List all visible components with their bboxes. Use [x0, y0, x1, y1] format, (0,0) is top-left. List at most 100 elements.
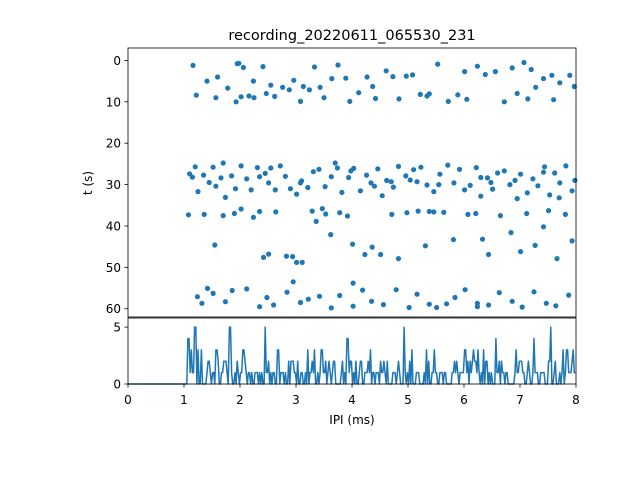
- scatter-point: [244, 176, 250, 182]
- scatter-point: [257, 304, 263, 310]
- scatter-point: [553, 303, 559, 309]
- scatter-point: [431, 189, 437, 195]
- scatter-point: [264, 294, 270, 301]
- scatter-point: [231, 210, 237, 217]
- scatter-point: [424, 182, 430, 188]
- scatter-point: [403, 173, 409, 179]
- scatter-point: [257, 174, 263, 180]
- scatter-point: [290, 254, 296, 260]
- scatter-point: [357, 188, 363, 194]
- scatter-point: [210, 290, 216, 296]
- scatter-point: [316, 166, 322, 172]
- scatter-point: [309, 208, 315, 214]
- scatter-point: [300, 83, 306, 90]
- scatter-point: [450, 237, 456, 243]
- scatter-point: [528, 66, 534, 73]
- scatter-point: [199, 300, 205, 306]
- scatter-point: [530, 176, 536, 182]
- line-x-ticks: 0 1 2 3 4 5 6 7 8: [124, 384, 580, 407]
- scatter-point: [501, 168, 507, 174]
- line-x-label: IPI (ms): [329, 413, 374, 427]
- scatter-point: [193, 92, 199, 98]
- scatter-point: [556, 195, 562, 201]
- scatter-y-tick-label: 60: [106, 302, 121, 316]
- scatter-point: [204, 78, 210, 84]
- scatter-y-label: t (s): [81, 171, 95, 195]
- scatter-point: [535, 183, 541, 189]
- scatter-frame: [127, 47, 577, 318]
- scatter-point: [360, 287, 366, 293]
- scatter-point: [524, 190, 530, 196]
- scatter-point: [213, 95, 219, 101]
- scatter-point: [294, 191, 300, 197]
- scatter-point: [334, 165, 340, 171]
- scatter-point: [393, 287, 399, 293]
- scatter-point: [395, 256, 402, 262]
- scatter-point: [484, 175, 491, 181]
- scatter-point: [566, 292, 572, 298]
- scatter-point: [496, 290, 502, 296]
- scatter-point: [436, 182, 442, 188]
- scatter-point: [473, 210, 479, 217]
- scatter-point: [524, 210, 530, 217]
- scatter-point: [384, 177, 390, 183]
- scatter-point: [572, 177, 578, 183]
- scatter-y-tick-label: 40: [106, 219, 121, 233]
- scatter-point: [204, 285, 211, 291]
- scatter-point: [518, 171, 524, 177]
- scatter-point: [478, 174, 484, 181]
- scatter-point: [343, 75, 349, 81]
- scatter-y-tick-label: 20: [106, 137, 121, 151]
- scatter-point: [305, 184, 311, 191]
- scatter-point: [201, 172, 207, 178]
- scatter-point: [262, 170, 268, 176]
- scatter-point: [328, 174, 334, 180]
- line-x-tick-label: 7: [516, 393, 524, 407]
- scatter-point: [344, 213, 351, 219]
- scatter-point: [257, 208, 263, 215]
- scatter-point: [378, 251, 384, 258]
- scatter-point: [213, 183, 219, 189]
- scatter-point: [233, 99, 239, 105]
- scatter-point: [444, 301, 450, 307]
- scatter-point: [322, 184, 328, 190]
- scatter-point: [509, 65, 515, 71]
- scatter-point: [346, 174, 352, 181]
- scatter-point: [271, 302, 277, 308]
- scatter-point: [486, 251, 492, 258]
- line-x-tick-label: 1: [180, 393, 188, 407]
- scatter-point: [319, 206, 325, 212]
- scatter-point: [306, 87, 312, 93]
- scatter-point: [238, 94, 244, 100]
- scatter-point: [562, 211, 569, 217]
- scatter-point: [272, 93, 278, 99]
- line-x-tick-label: 3: [292, 393, 300, 407]
- scatter-point: [220, 160, 226, 166]
- scatter-point: [238, 206, 244, 212]
- scatter-point: [284, 289, 290, 295]
- scatter-point: [329, 76, 335, 82]
- scatter-point: [467, 182, 473, 188]
- scatter-point: [451, 180, 457, 186]
- scatter-point: [488, 179, 494, 186]
- scatter-point: [521, 59, 527, 66]
- scatter-y-tick-label: 10: [106, 95, 121, 109]
- scatter-point: [348, 168, 354, 174]
- scatter-point: [194, 294, 200, 300]
- scatter-point: [437, 171, 443, 177]
- scatter-point: [409, 72, 416, 78]
- line-x-tick-label: 6: [460, 393, 468, 407]
- scatter-point: [250, 78, 256, 84]
- scatter-point: [297, 299, 304, 306]
- scatter-point: [508, 230, 514, 236]
- line-y-ticks: 05: [113, 321, 128, 392]
- scatter-point: [551, 97, 557, 103]
- scatter-point: [313, 218, 319, 224]
- scatter-point: [246, 93, 252, 99]
- scatter-point: [486, 302, 492, 308]
- scatter-y-tick-label: 50: [106, 261, 121, 275]
- scatter-point: [473, 165, 479, 171]
- scatter-point: [396, 96, 402, 102]
- scatter-point: [321, 95, 327, 101]
